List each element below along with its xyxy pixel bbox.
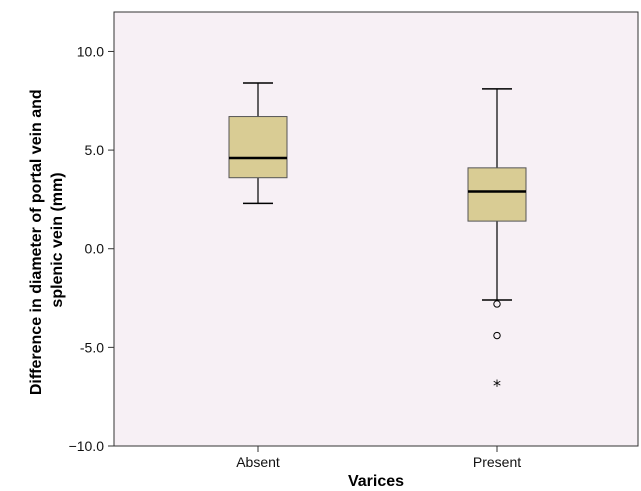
x-tick-label: Absent: [236, 454, 280, 470]
y-axis-ticks: 10.0 5.0 0.0 -5.0 −10.0: [69, 43, 114, 454]
box-present: *: [467, 88, 527, 395]
y-axis-title: Difference in diameter of portal vein an…: [28, 85, 66, 395]
x-axis-ticks: Absent Present: [236, 446, 521, 470]
iqr-box: [467, 167, 527, 222]
y-tick-label: 0.0: [85, 241, 105, 257]
x-tick-label: Present: [473, 454, 521, 470]
y-tick-label: 10.0: [77, 43, 104, 59]
iqr-box: [228, 116, 288, 179]
box-series: *: [228, 82, 527, 395]
outlier-point: [493, 331, 501, 340]
box-absent: [228, 82, 288, 205]
extreme-point: *: [493, 376, 501, 395]
y-axis-title-line-2: splenic vein (mm): [49, 172, 66, 307]
x-axis-title: Varices: [348, 473, 404, 490]
y-tick-label: 5.0: [85, 142, 105, 158]
outlier-point: [493, 300, 501, 308]
y-tick-label: −10.0: [69, 438, 105, 454]
plot-area: [113, 11, 639, 447]
y-tick-label: -5.0: [80, 339, 104, 355]
y-axis-title-line-1: Difference in diameter of portal vein an…: [28, 89, 45, 395]
